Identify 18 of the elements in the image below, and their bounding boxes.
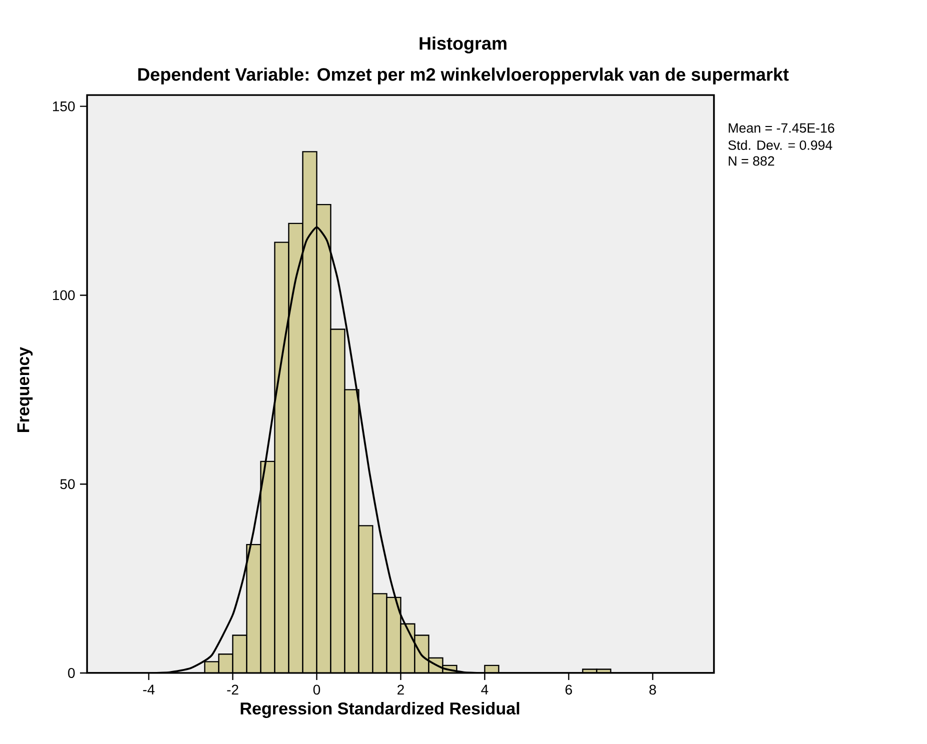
x-tick-label: 6 [566, 684, 572, 695]
text: Mean = -7.45E-16 [728, 123, 834, 133]
x-tick-label: -2 [227, 684, 238, 694]
y-tick-label: 50 [60, 479, 75, 490]
y-axis-title: Frequency [17, 346, 33, 432]
x-tick-label: 8 [649, 684, 656, 695]
x-tick-label: 4 [481, 684, 488, 694]
x-tick-label: 2 [398, 684, 404, 694]
x-axis-title: Regression Standardized Residual [240, 702, 520, 718]
y-tick-label: 0 [68, 668, 75, 678]
chart-subtitle: Dependent Variable: Omzet per m2 winkelvloeroppervlak van de supermarkt [138, 68, 789, 84]
x-tick-label: -4 [143, 684, 155, 694]
text: N = 882 [728, 156, 774, 166]
chart-title: Histogram [420, 36, 506, 54]
y-tick-label: 150 [53, 101, 75, 112]
text: Std. Dev. = 0.994 [728, 140, 832, 150]
x-tick-label: 0 [313, 684, 320, 695]
y-tick-label: 100 [53, 290, 75, 300]
